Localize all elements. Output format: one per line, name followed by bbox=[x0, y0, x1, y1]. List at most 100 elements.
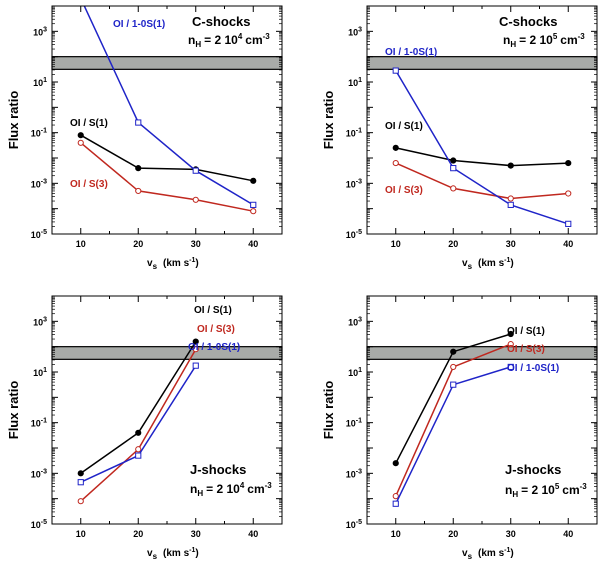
data-point bbox=[565, 159, 572, 167]
data-point bbox=[250, 177, 257, 184]
data-point bbox=[77, 132, 84, 139]
data-point bbox=[392, 460, 399, 467]
data-point bbox=[135, 446, 142, 453]
x-tick-label: 10 bbox=[391, 529, 401, 539]
data-point bbox=[250, 208, 257, 215]
chart-panel-4: 10 20 30 40 10-5 10-3 10-1 101 103 Flux ratio vs (k… bbox=[321, 295, 598, 561]
x-tick-label: 30 bbox=[506, 239, 516, 249]
data-point bbox=[450, 381, 457, 388]
data-point bbox=[507, 330, 514, 338]
data-point bbox=[135, 187, 142, 195]
data-point bbox=[250, 201, 257, 208]
series-2 bbox=[392, 159, 572, 202]
data-point bbox=[392, 159, 399, 167]
y-tick-label: 10-1 bbox=[31, 128, 47, 139]
y-tick-label: 101 bbox=[33, 367, 47, 378]
y-tick-label: 10-1 bbox=[346, 128, 362, 139]
series-2 bbox=[77, 346, 199, 505]
x-tick-label: 10 bbox=[76, 239, 86, 249]
density-label: nH = 2 104 cm-3 bbox=[188, 32, 270, 49]
x-axis-label: vs (km s-1) bbox=[462, 547, 514, 561]
data-point bbox=[77, 498, 84, 505]
data-point bbox=[565, 220, 572, 227]
observed-band bbox=[366, 56, 598, 70]
y-tick-label: 10-3 bbox=[31, 178, 47, 189]
x-tick-label: 40 bbox=[563, 239, 573, 249]
y-axis-label: Flux ratio bbox=[6, 381, 21, 440]
y-tick-label: 10-5 bbox=[346, 519, 362, 530]
series-3 bbox=[392, 67, 572, 227]
observed-band bbox=[366, 346, 598, 360]
data-point bbox=[135, 452, 142, 459]
x-tick-label: 30 bbox=[191, 239, 201, 249]
series-line bbox=[80, 348, 197, 502]
series-line bbox=[80, 142, 254, 212]
y-tick-label: 10-5 bbox=[31, 229, 47, 240]
series-label: OI / S(3) bbox=[197, 324, 235, 335]
series-line bbox=[83, 6, 254, 206]
panel-title: C-shocks bbox=[192, 14, 251, 29]
data-point bbox=[78, 0, 83, 1]
data-point bbox=[507, 201, 514, 208]
x-tick-label: 40 bbox=[563, 529, 573, 539]
x-axis-label: vs (km s-1) bbox=[462, 257, 514, 271]
series-3 bbox=[77, 362, 199, 486]
data-point bbox=[192, 346, 199, 353]
data-point bbox=[507, 341, 514, 348]
observed-band bbox=[51, 346, 283, 360]
series-line bbox=[80, 134, 254, 182]
series-label: OI / S(3) bbox=[385, 185, 423, 196]
x-tick-label: 20 bbox=[448, 239, 458, 249]
y-tick-label: 101 bbox=[33, 77, 47, 88]
x-tick-label: 20 bbox=[133, 529, 143, 539]
data-point bbox=[135, 119, 142, 126]
data-point bbox=[507, 195, 514, 202]
data-point bbox=[135, 429, 142, 436]
series-label: OI / S(1) bbox=[194, 305, 232, 316]
y-axis-label: Flux ratio bbox=[6, 91, 21, 150]
data-point bbox=[507, 162, 514, 169]
x-tick-label: 20 bbox=[133, 239, 143, 249]
series-line bbox=[395, 70, 569, 225]
panel-title: J-shocks bbox=[190, 462, 246, 477]
y-tick-label: 10-5 bbox=[346, 229, 362, 240]
observed-band bbox=[51, 56, 283, 70]
series-line bbox=[395, 162, 569, 200]
x-axis-label: vs (km s-1) bbox=[147, 547, 199, 561]
y-tick-label: 101 bbox=[348, 367, 362, 378]
x-tick-label: 30 bbox=[191, 529, 201, 539]
y-tick-label: 103 bbox=[348, 316, 362, 327]
data-point bbox=[77, 139, 84, 146]
y-axis-label: Flux ratio bbox=[321, 91, 336, 150]
data-point bbox=[192, 362, 199, 369]
series-2 bbox=[77, 139, 257, 215]
data-point bbox=[77, 470, 84, 477]
series-label: OI / 1-0S(1) bbox=[507, 363, 559, 374]
series-3 bbox=[392, 363, 514, 507]
chart-panel-1: 10 20 30 40 10-5 10-3 10-1 101 103 Flux ratio vs (k… bbox=[6, 0, 283, 271]
x-axis-label: vs (km s-1) bbox=[147, 257, 199, 271]
density-label: nH = 2 105 cm-3 bbox=[505, 482, 587, 499]
series-2 bbox=[392, 341, 514, 500]
y-tick-label: 103 bbox=[33, 316, 47, 327]
y-tick-label: 101 bbox=[348, 77, 362, 88]
panel-title: C-shocks bbox=[499, 14, 558, 29]
series-label: OI / 1-0S(1) bbox=[113, 19, 165, 30]
x-tick-label: 40 bbox=[248, 239, 258, 249]
x-tick-label: 20 bbox=[448, 529, 458, 539]
data-point bbox=[192, 196, 199, 203]
x-tick-label: 40 bbox=[248, 529, 258, 539]
series-1 bbox=[392, 330, 514, 467]
series-3 bbox=[78, 0, 257, 208]
series-label: OI / 1-0S(1) bbox=[188, 342, 240, 353]
data-point bbox=[392, 500, 399, 507]
series-label: OI / S(3) bbox=[507, 344, 545, 355]
y-tick-label: 10-5 bbox=[31, 519, 47, 530]
series-line bbox=[80, 365, 197, 483]
x-tick-label: 30 bbox=[506, 529, 516, 539]
series-1 bbox=[77, 132, 257, 184]
y-tick-label: 103 bbox=[348, 26, 362, 37]
series-1 bbox=[392, 144, 572, 169]
chart-panel-2: 10 20 30 40 10-5 10-3 10-1 101 103 Flux ratio vs (k… bbox=[321, 5, 598, 271]
